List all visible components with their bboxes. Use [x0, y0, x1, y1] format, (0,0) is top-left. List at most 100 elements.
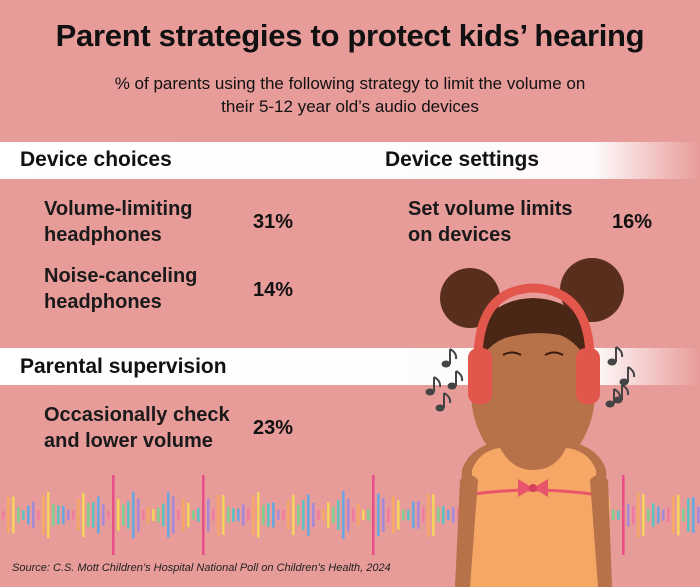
wave-bar [117, 499, 120, 531]
wave-bar [112, 475, 115, 555]
wave-bar [442, 505, 445, 525]
wave-bar [302, 500, 305, 530]
wave-bar [102, 504, 105, 526]
wave-bar [392, 496, 395, 534]
wave-bar [317, 510, 320, 520]
wave-bar [227, 507, 230, 523]
wave-bar [267, 503, 270, 527]
wave-bar [77, 499, 80, 531]
wave-bar [312, 503, 315, 527]
wave-bar [217, 494, 220, 536]
wave-bar [407, 509, 410, 521]
wave-bar [367, 509, 370, 521]
wave-bar [272, 502, 275, 528]
wave-bar [2, 511, 5, 519]
wave-bar [422, 507, 425, 523]
wave-bar [27, 505, 30, 525]
wave-bar [197, 508, 200, 522]
wave-bar [667, 507, 670, 523]
wave-bar [107, 510, 110, 520]
wave-bar [182, 498, 185, 532]
wave-bar [232, 508, 235, 522]
wave-bar [287, 500, 290, 530]
section-title: Parental supervision [20, 355, 227, 378]
wave-bar [137, 498, 140, 532]
source: Source: C.S. Mott Children’s Hospital Na… [12, 562, 391, 574]
wave-bar [627, 503, 630, 527]
wave-bar [67, 509, 70, 521]
note-head [605, 400, 615, 408]
wave-bar [187, 502, 190, 528]
wave-bar [612, 509, 615, 521]
wave-bar [342, 491, 345, 539]
note-flag [627, 366, 636, 378]
wave-bar [307, 494, 310, 536]
wave-bar [97, 496, 100, 534]
wave-bar [47, 491, 50, 539]
wave-bar [617, 510, 620, 520]
note-head [435, 404, 445, 412]
wave-bar [692, 497, 695, 533]
wave-bar [212, 509, 215, 521]
wave-bar [632, 505, 635, 525]
wave-bar [412, 501, 415, 529]
item-label: Volume-limiting headphones [44, 198, 193, 246]
wave-bar [337, 500, 340, 530]
wave-bar [402, 509, 405, 521]
note-flag [449, 348, 458, 360]
wave-bar [352, 508, 355, 522]
wave-bar [222, 495, 225, 535]
title: Parent strategies to protect kids’ heari… [55, 18, 645, 53]
wave-bar [262, 505, 265, 525]
section-band [0, 142, 700, 179]
wave-bar [452, 507, 455, 523]
note-head [607, 358, 617, 366]
wave-bar [382, 498, 385, 532]
wave-bar [142, 510, 145, 520]
wave-bar [52, 504, 55, 526]
wave-bar [637, 492, 640, 538]
wave-bar [127, 501, 130, 529]
wave-bar [677, 494, 680, 536]
wave-bar [662, 509, 665, 521]
item-label: Occasionally check and lower volume [44, 404, 230, 452]
wave-bar [657, 506, 660, 524]
note-head [619, 378, 629, 386]
wave-bar [282, 510, 285, 520]
wave-bar [247, 509, 250, 521]
wave-bar [672, 496, 675, 534]
wave-bar [372, 475, 375, 555]
wave-bar [377, 493, 380, 537]
wave-bar [37, 510, 40, 520]
wave-bar [292, 494, 295, 536]
wave-bar [72, 510, 75, 520]
wave-bar [7, 496, 10, 534]
wave-bar [42, 495, 45, 535]
note-head [613, 396, 623, 404]
wave-bar [132, 491, 135, 539]
wave-bar [242, 504, 245, 526]
wave-bar [172, 496, 175, 534]
wave-bar [447, 509, 450, 521]
wave-bar [332, 506, 335, 524]
wave-bar [147, 506, 150, 524]
note-head [425, 388, 435, 396]
wave-bar [57, 505, 60, 525]
wave-bar [347, 498, 350, 532]
wave-bar [252, 495, 255, 535]
item-label: Set volume limits on devices [408, 198, 573, 246]
wave-bar [167, 492, 170, 538]
wave-bar [257, 492, 260, 538]
item-value: 14% [253, 279, 294, 301]
wave-bar [157, 507, 160, 523]
wave-bar [622, 475, 625, 555]
note-head [441, 360, 451, 368]
wave-bar [432, 494, 435, 536]
wave-bar [22, 510, 25, 520]
wave-bar [17, 507, 20, 523]
wave-bar [427, 493, 430, 537]
item-label: Noise-canceling headphones [44, 265, 198, 313]
section-title: Device settings [385, 148, 540, 171]
